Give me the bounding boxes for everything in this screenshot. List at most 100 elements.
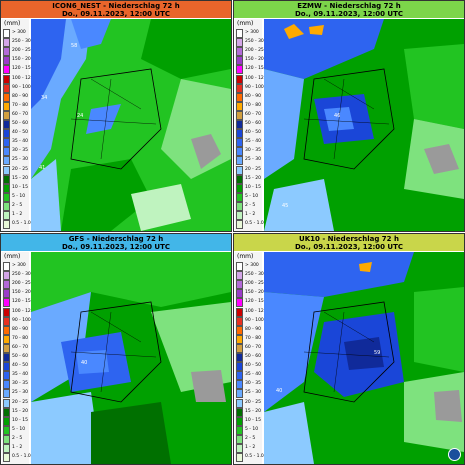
legend-row: 10 - 15: [3, 183, 28, 194]
legend-label: 90 - 100: [245, 84, 264, 90]
legend-label: 150 - 200: [12, 57, 34, 63]
legend-label: 200 - 250: [12, 281, 34, 287]
map-panel-icon6: ICON6_NEST - Niederschlag 72 h Do., 09.1…: [0, 0, 232, 232]
legend-swatch: [3, 183, 10, 193]
legend-label: 120 - 150: [245, 299, 267, 305]
legend-row: > 300: [236, 28, 261, 39]
legend-row: 40 - 50: [236, 361, 261, 372]
legend-label: 2 - 5: [12, 435, 23, 441]
legend-label: 60 - 70: [245, 344, 261, 350]
legend-swatch: [236, 271, 243, 281]
legend-row: 250 - 300: [3, 270, 34, 281]
legend-swatch: [3, 120, 10, 129]
legend-label: 70 - 80: [12, 335, 28, 341]
legend-label: 80 - 90: [12, 326, 28, 332]
panel-title: GFS - Niederschlag 72 h: [68, 235, 164, 243]
legend-label: 200 - 250: [245, 48, 267, 54]
legend-row: 35 - 40: [3, 137, 28, 148]
legend-swatch: [236, 389, 243, 399]
legend-label: 40 - 50: [245, 130, 261, 136]
legend-label: 250 - 300: [245, 272, 267, 278]
legend-row: 200 - 250: [3, 279, 34, 290]
legend-row: 10 - 15: [236, 183, 261, 194]
legend-label: 25 - 30: [245, 157, 261, 163]
legend-label: 100 - 120: [245, 75, 267, 81]
precip-field: 46 45: [264, 19, 464, 231]
legend-row: 30 - 35: [3, 146, 28, 157]
legend-swatch: [236, 183, 243, 193]
legend-swatch: [236, 129, 243, 139]
legend-swatch: [236, 74, 243, 84]
legend-swatch: [236, 380, 243, 390]
dwd-logo-icon: [448, 448, 461, 461]
legend-label: 100 - 120: [245, 308, 267, 314]
legend-row: 30 - 35: [236, 146, 261, 157]
legend-row: 60 - 70: [236, 110, 261, 121]
legend-swatch: [3, 147, 10, 157]
precip-legend: (mm) > 300 250 - 300 200 - 250 150 - 200 120…: [2, 19, 34, 231]
legend-row: 0.5 - 1.0: [3, 219, 31, 230]
legend-row: 90 - 100: [236, 83, 264, 94]
legend-label: 30 - 35: [12, 381, 28, 387]
legend-row: 1 - 2: [236, 443, 261, 454]
legend-swatch: [3, 280, 10, 290]
legend-label: 70 - 80: [245, 335, 261, 341]
legend-swatch: [3, 211, 10, 220]
legend-label: 50 - 60: [12, 121, 28, 126]
legend-label: 0.5 - 1.0: [245, 454, 264, 460]
legend-swatch: [3, 110, 10, 120]
legend-row: 40 - 50: [236, 128, 261, 139]
legend-label: 0.5 - 1.0: [245, 221, 264, 227]
legend-swatch: [3, 138, 10, 148]
precip-field: 59 40: [264, 252, 464, 464]
panel-header: EZMW - Niederschlag 72 h Do., 09.11.2023…: [234, 1, 464, 18]
legend-swatch: [236, 371, 243, 381]
legend-swatch: [236, 138, 243, 148]
legend-row: 20 - 25: [236, 165, 261, 176]
legend-row: 5 - 10: [236, 425, 261, 436]
legend-swatch: [3, 453, 10, 463]
legend-swatch: [236, 362, 243, 372]
legend-unit: (mm): [237, 253, 254, 260]
legend-label: 2 - 5: [12, 202, 23, 208]
legend-row: > 300: [236, 261, 261, 272]
precip-legend: (mm) > 300 250 - 300 200 - 250 150 - 200 120…: [2, 252, 34, 464]
legend-label: 0.5 - 1.0: [12, 221, 31, 227]
legend-row: 1 - 2: [3, 210, 28, 221]
legend-swatch: [236, 56, 243, 66]
legend-row: 100 - 120: [3, 74, 34, 85]
legend-swatch: [3, 407, 10, 417]
legend-label: 2 - 5: [245, 435, 256, 441]
legend-swatch: [236, 289, 243, 299]
legend-row: 150 - 200: [3, 288, 34, 299]
legend-label: 10 - 15: [245, 184, 261, 190]
legend-swatch: [3, 65, 10, 75]
legend-row: 40 - 50: [3, 361, 28, 372]
map-panel-uk10: UK10 - Niederschlag 72 h Do., 09.11.2023…: [233, 233, 465, 465]
legend-swatch: [236, 398, 243, 408]
svg-text:40: 40: [81, 360, 87, 366]
panel-title: EZMW - Niederschlag 72 h: [297, 2, 401, 10]
legend-label: 40 - 50: [12, 363, 28, 369]
legend-row: 70 - 80: [236, 101, 261, 112]
legend-label: 20 - 25: [245, 166, 261, 172]
legend-label: 35 - 40: [245, 139, 261, 145]
panel-header: ICON6_NEST - Niederschlag 72 h Do., 09.1…: [1, 1, 231, 18]
legend-row: 2 - 5: [236, 201, 261, 212]
legend-label: 80 - 90: [245, 93, 261, 99]
legend-label: 0.5 - 1.0: [12, 454, 31, 460]
svg-text:59: 59: [374, 350, 380, 356]
panel-title: ICON6_NEST - Niederschlag 72 h: [52, 2, 180, 10]
precip-field: 58 34 24 41: [31, 19, 231, 231]
legend-swatch: [236, 425, 243, 435]
svg-text:24: 24: [77, 113, 83, 119]
legend-label: 50 - 60: [12, 354, 28, 359]
panel-header: GFS - Niederschlag 72 h Do., 09.11.2023,…: [1, 234, 231, 251]
legend-swatch: [3, 92, 10, 102]
legend-swatch: [3, 362, 10, 372]
legend-swatch: [236, 353, 243, 362]
legend-label: 5 - 10: [12, 193, 26, 199]
legend-row: 60 - 70: [3, 343, 28, 354]
legend-swatch: [236, 147, 243, 157]
legend-label: 20 - 25: [245, 399, 261, 405]
